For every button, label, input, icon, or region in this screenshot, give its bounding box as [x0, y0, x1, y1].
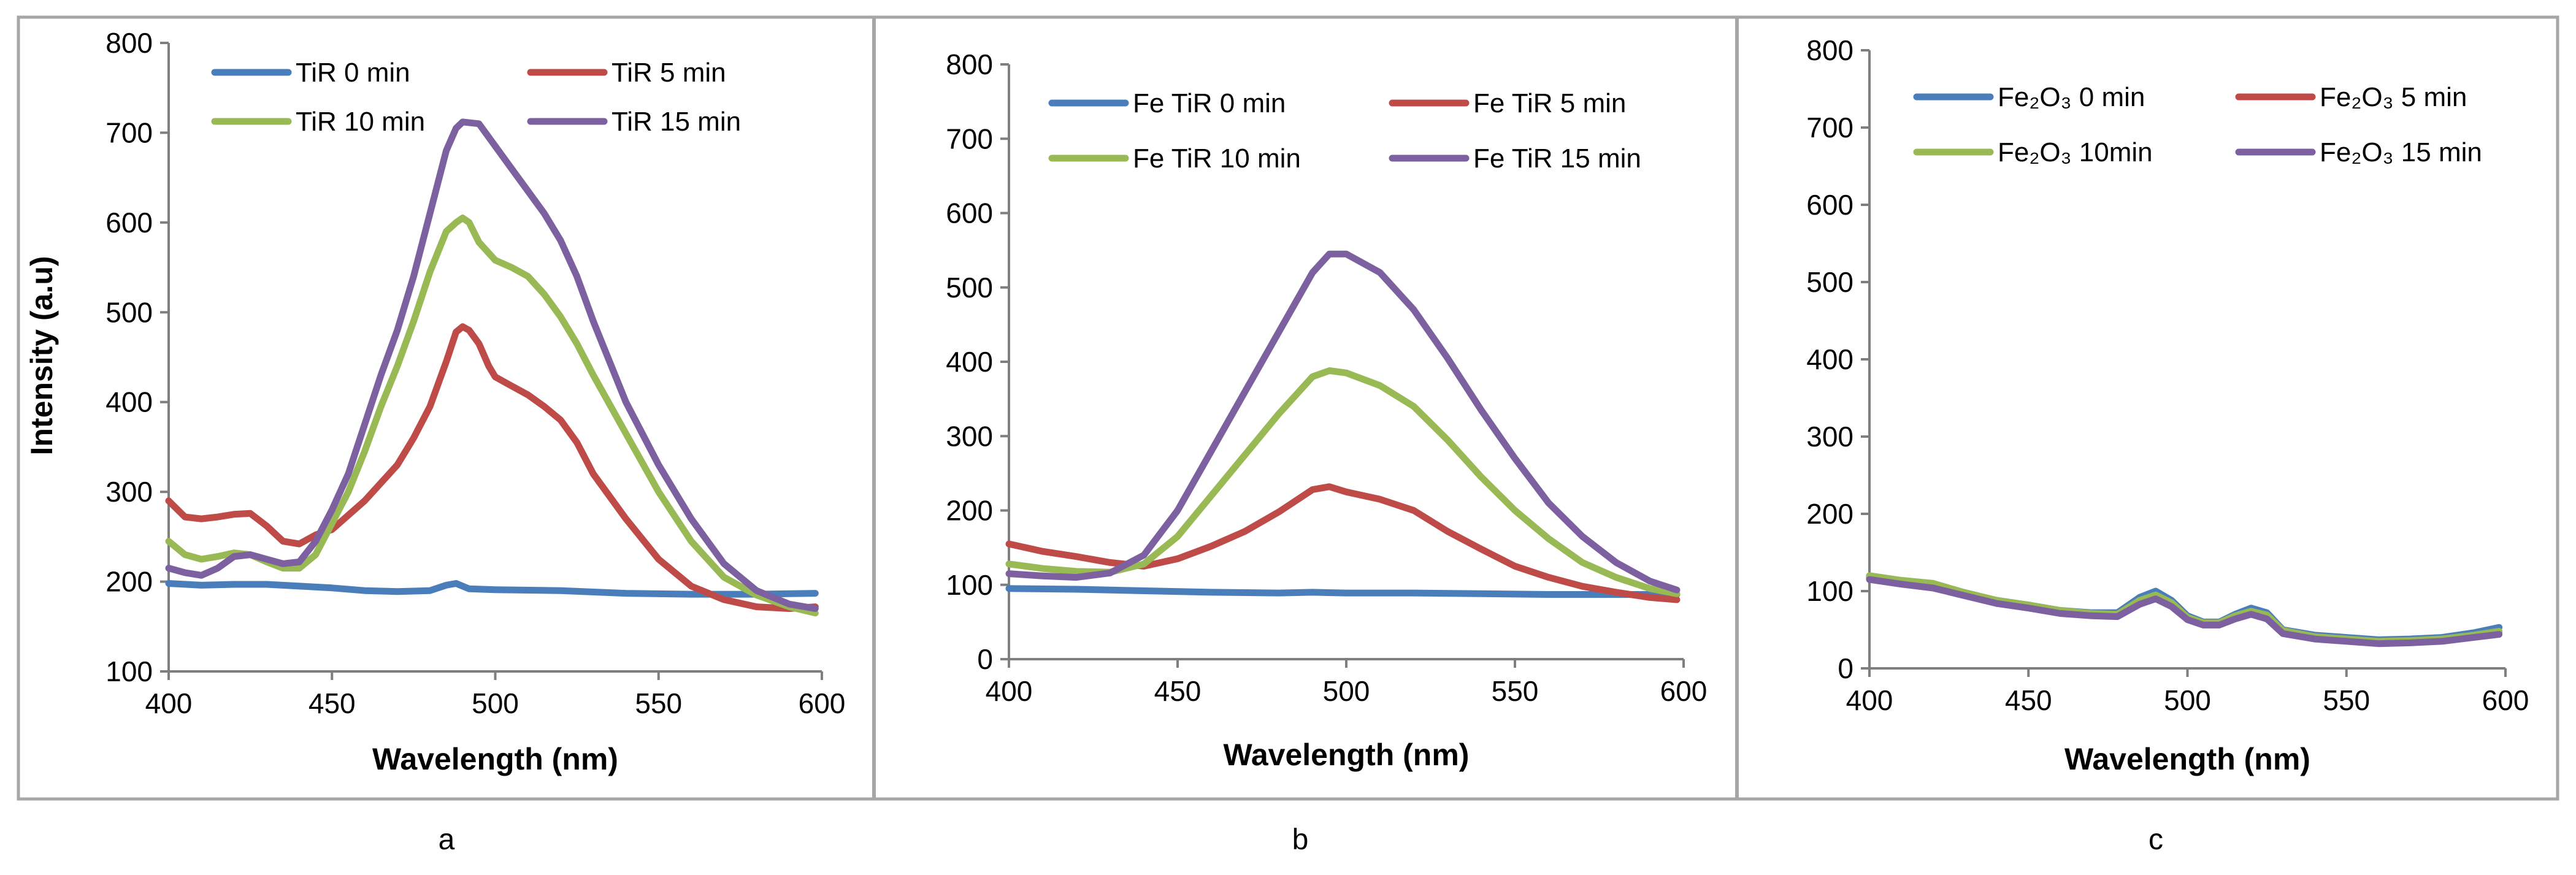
figure-frame [17, 15, 2559, 801]
x-tick-label: 500 [1323, 675, 1370, 707]
legend-label: Fe₂O₃ 0 min [1998, 82, 2145, 112]
legend-label: Fe TiR 0 min [1133, 88, 1286, 118]
panel-caption: c [2149, 823, 2163, 856]
x-tick-label: 600 [2482, 684, 2529, 716]
y-tick-label: 500 [946, 272, 993, 304]
x-tick-label: 550 [2323, 684, 2370, 716]
y-tick-label: 700 [105, 117, 153, 148]
panel-caption: b [1292, 823, 1309, 856]
y-tick-label: 700 [1806, 112, 1853, 143]
x-tick-label: 400 [986, 675, 1033, 707]
legend-label: TiR 10 min [296, 107, 425, 137]
x-tick-label: 400 [1846, 684, 1893, 716]
series-line-fe-tir-0-min [1005, 585, 1681, 598]
y-tick-label: 600 [1806, 189, 1853, 221]
x-tick-label: 500 [472, 687, 519, 719]
series-line-tir-0-min [165, 580, 819, 598]
series-line-fe-o-15-min [1866, 576, 2503, 648]
y-tick-label: 400 [1806, 343, 1853, 375]
x-tick-label: 550 [1492, 675, 1539, 707]
chart-panel-b: 0 100 200 300 400 500 600 700 800 400 450 500 550 600… [946, 48, 1707, 856]
y-tick-label: 100 [946, 569, 993, 601]
y-tick-label: 600 [946, 197, 993, 229]
y-tick-label: 200 [1806, 498, 1853, 530]
y-tick-label: 500 [105, 296, 153, 328]
series-line-fe-tir-15-min [1005, 250, 1681, 594]
y-tick-label: 300 [105, 476, 153, 508]
panel-caption: a [439, 823, 455, 856]
y-tick-label: 500 [1806, 266, 1853, 298]
legend-label: Fe TiR 10 min [1133, 143, 1301, 174]
y-tick-label: 300 [1806, 421, 1853, 453]
chart-panel-a: 100 200 300 400 500 600 700 800 400 450 500 550 600 T… [25, 27, 845, 856]
legend-label: TiR 0 min [296, 58, 410, 88]
legend-label: Fe TiR 5 min [1473, 88, 1626, 118]
x-tick-label: 500 [2164, 684, 2211, 716]
y-tick-label: 300 [946, 420, 993, 452]
y-tick-label: 0 [1838, 652, 1853, 684]
x-tick-label: 400 [145, 687, 193, 719]
x-tick-label: 550 [635, 687, 682, 719]
x-tick-label: 450 [309, 687, 356, 719]
y-tick-label: 200 [105, 566, 153, 598]
y-tick-label: 100 [1806, 575, 1853, 607]
x-axis-title: Wavelength (nm) [372, 742, 618, 776]
legend-label: Fe₂O₃ 15 min [2320, 137, 2482, 167]
chart-panel-c: 0 100 200 300 400 500 600 700 800 400 450 500 550 600… [1806, 34, 2529, 856]
y-tick-label: 200 [946, 495, 993, 527]
y-axis-title: Intensity (a.u) [25, 256, 59, 455]
legend-label: Fe₂O₃ 10min [1998, 137, 2153, 167]
legend-label: Fe₂O₃ 5 min [2320, 82, 2467, 112]
y-tick-label: 0 [977, 643, 993, 675]
y-tick-label: 700 [946, 123, 993, 155]
legend-label: TiR 5 min [611, 58, 726, 88]
x-tick-label: 450 [1154, 675, 1202, 707]
y-tick-label: 400 [946, 346, 993, 378]
x-tick-label: 600 [1660, 675, 1708, 707]
y-tick-label: 400 [105, 386, 153, 418]
legend-label: TiR 15 min [611, 107, 741, 137]
y-tick-label: 800 [105, 27, 153, 59]
y-tick-label: 800 [1806, 34, 1853, 66]
legend-label: Fe TiR 15 min [1473, 143, 1641, 174]
x-tick-label: 600 [799, 687, 846, 719]
x-tick-label: 450 [2005, 684, 2052, 716]
y-tick-label: 600 [105, 207, 153, 239]
y-tick-label: 100 [105, 655, 153, 687]
series-line-tir-5-min [165, 323, 819, 612]
x-axis-title: Wavelength (nm) [2064, 742, 2310, 776]
y-tick-label: 800 [946, 48, 993, 80]
series-line-fe-tir-10-min [1005, 367, 1681, 597]
series-line-tir-15-min [165, 118, 819, 612]
x-axis-title: Wavelength (nm) [1224, 738, 1470, 772]
